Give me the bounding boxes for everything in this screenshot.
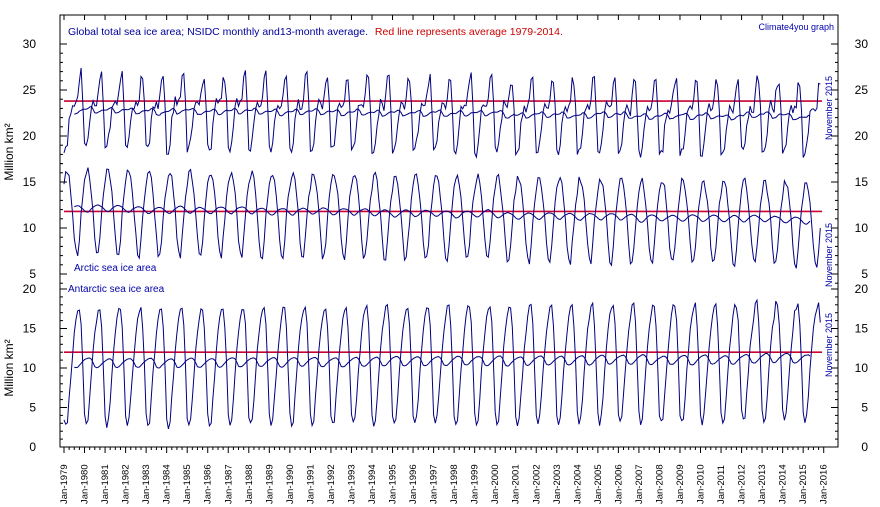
y-tick-label-right: 10 <box>855 221 869 235</box>
x-tick-label: Jan-2001 <box>511 464 522 504</box>
y-tick-label-right: 5 <box>861 267 868 281</box>
x-tick-label: Jan-2014 <box>778 464 789 504</box>
x-tick-label: Jan-1980 <box>80 464 91 504</box>
antarctic-label: Antarctic sea ice area <box>68 284 165 295</box>
y-tick-label-right: 15 <box>855 322 869 336</box>
x-tick-label: Jan-2012 <box>737 464 748 504</box>
x-tick-label: Jan-1996 <box>408 464 419 504</box>
x-tick-label: Jan-2010 <box>696 464 707 504</box>
chart-title-main: Global total sea ice area; NSIDC monthly… <box>68 26 368 38</box>
x-tick-label: Jan-1986 <box>203 464 214 504</box>
x-tick-label: Jan-1999 <box>470 464 481 504</box>
x-tick-label: Jan-1997 <box>429 464 440 504</box>
x-tick-label: Jan-2011 <box>716 465 727 504</box>
running-mean-global <box>74 105 811 121</box>
y-axis-label-bottom: Million km² <box>2 339 16 396</box>
x-tick-label: Jan-1987 <box>223 464 234 504</box>
credit-label: Climate4you graph <box>758 22 834 32</box>
x-tick-label: Jan-2003 <box>552 464 563 504</box>
x-tick-label: Jan-1984 <box>162 464 173 504</box>
x-tick-label: Jan-2006 <box>613 464 624 504</box>
arctic-label: Arctic sea ice area <box>74 263 157 274</box>
end-label-global: November 2015 <box>824 76 834 140</box>
y-tick-label-left: 20 <box>23 282 37 296</box>
x-tick-label: Jan-2000 <box>490 464 501 504</box>
end-label-antarctic: November 2015 <box>824 313 834 377</box>
x-tick-label: Jan-1982 <box>121 464 132 504</box>
y-tick-label-right: 25 <box>855 83 869 97</box>
monthly-series-arctic <box>63 167 821 269</box>
y-tick-label-left: 20 <box>23 129 37 143</box>
y-axis-label-top: Million km² <box>2 123 16 180</box>
y-tick-label-left: 5 <box>29 401 36 415</box>
x-tick-label: Jan-1991 <box>305 464 316 504</box>
x-tick-label: Jan-2004 <box>572 464 583 504</box>
y-tick-label-right: 20 <box>855 129 869 143</box>
x-tick-label: Jan-2008 <box>654 464 665 504</box>
chart-title-red: Red line represents average 1979-2014. <box>375 26 563 38</box>
x-tick-label: Jan-2009 <box>675 464 686 504</box>
x-tick-label: Jan-1994 <box>367 464 378 504</box>
x-tick-label: Jan-1988 <box>244 464 255 504</box>
x-tick-label: Jan-2007 <box>634 464 645 504</box>
running-mean-arctic <box>74 204 811 225</box>
x-tick-label: Jan-1989 <box>264 464 275 504</box>
end-label-arctic: November 2015 <box>824 223 834 287</box>
y-tick-label-right: 0 <box>861 440 868 454</box>
y-tick-label-left: 5 <box>29 267 36 281</box>
x-tick-label: Jan-1992 <box>326 464 337 504</box>
monthly-series-antarctic <box>63 298 821 430</box>
x-tick-label: Jan-1985 <box>182 464 193 504</box>
y-tick-label-right: 15 <box>855 175 869 189</box>
x-tick-label: Jan-2002 <box>531 464 542 504</box>
x-tick-label: Jan-1993 <box>346 464 357 504</box>
x-tick-label: Jan-1990 <box>285 464 296 504</box>
x-tick-label: Jan-2013 <box>757 464 768 504</box>
monthly-series-global <box>63 67 821 160</box>
running-mean-antarctic <box>74 352 811 369</box>
y-tick-label-left: 10 <box>23 221 37 235</box>
x-tick-label: Jan-2005 <box>593 464 604 504</box>
x-tick-label: Jan-1998 <box>449 464 460 504</box>
x-tick-label: Jan-1981 <box>100 464 111 504</box>
chart-title: Global total sea ice area; NSIDC monthly… <box>68 26 563 38</box>
y-tick-label-right: 10 <box>855 361 869 375</box>
x-tick-label: Jan-2016 <box>819 464 830 504</box>
y-tick-label-left: 0 <box>29 440 36 454</box>
y-tick-label-left: 10 <box>23 361 37 375</box>
y-tick-label-left: 25 <box>23 83 37 97</box>
y-tick-label-left: 15 <box>23 322 37 336</box>
y-tick-label-right: 5 <box>861 401 868 415</box>
y-tick-label-right: 30 <box>855 37 869 51</box>
y-tick-label-right: 20 <box>855 282 869 296</box>
x-tick-label: Jan-2015 <box>798 464 809 504</box>
y-tick-label-left: 15 <box>23 175 37 189</box>
x-tick-label: Jan-1995 <box>388 464 399 504</box>
x-tick-label: Jan-1979 <box>59 464 70 504</box>
x-tick-label: Jan-1983 <box>141 464 152 504</box>
y-tick-label-left: 30 <box>23 37 37 51</box>
